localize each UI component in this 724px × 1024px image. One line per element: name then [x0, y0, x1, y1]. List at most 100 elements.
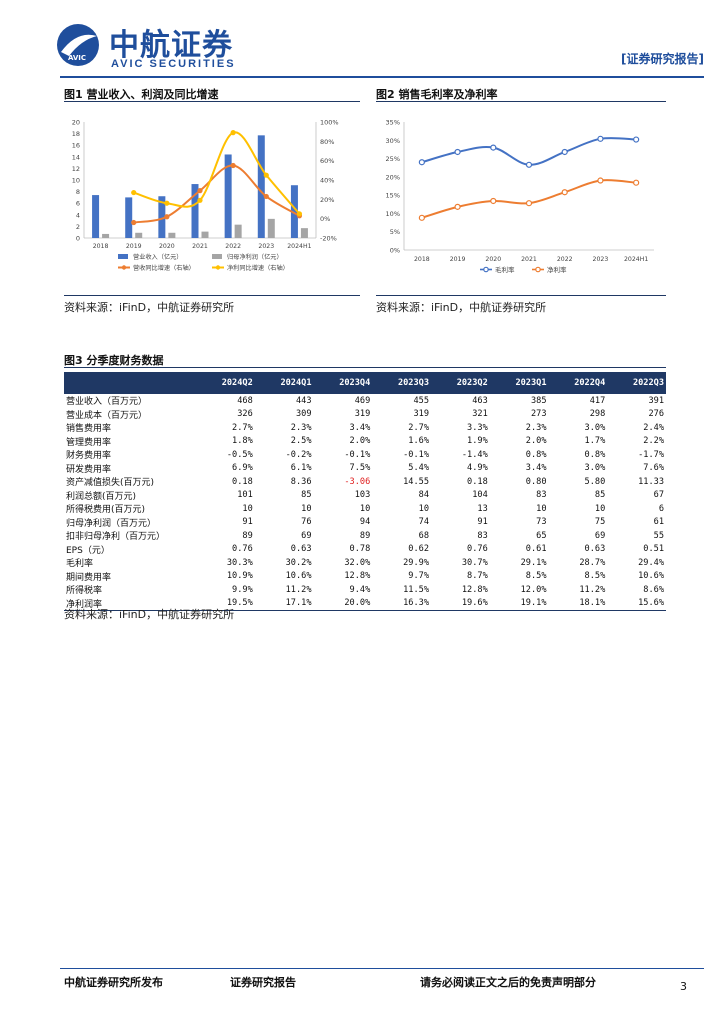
table-row-label: 营业收入（百万元）: [66, 397, 148, 408]
table-cell: 17.1%: [254, 596, 314, 611]
page-number: 3: [680, 980, 687, 993]
table-row: 销售费用率 2.7% 2.3% 3.4% 2.7% 3.3% 2.3% 3.0% 2.4%: [64, 421, 666, 435]
footer-rule: [60, 968, 704, 969]
table-cell: -0.5%: [226, 449, 253, 460]
table-cell: 83: [536, 490, 547, 501]
fig1-point: [197, 197, 203, 203]
table-cell: 2.0%: [349, 436, 371, 447]
table-row: 资产减值损失(百万元) 0.18 8.36 -3.06 14.55 0.18 0.80 5.8…: [64, 475, 666, 489]
fig3-title-rule: [64, 367, 666, 368]
fig1-y2tick-label: 80%: [320, 138, 334, 146]
table-cell: 68: [418, 530, 429, 541]
table-cell: 91: [242, 517, 253, 528]
fig1-legend-swatch: [118, 254, 128, 259]
table-cell: 0.61: [525, 544, 547, 555]
table-cell: 1.7%: [584, 436, 606, 447]
table-cell: 0.76: [467, 544, 488, 555]
logo-en: AVIC SECURITIES: [111, 58, 236, 70]
table-row-label: 资产减值损失(百万元): [66, 478, 155, 489]
table-row-label: 毛利率: [66, 559, 94, 570]
fig1-ytick-label: 6: [76, 200, 80, 208]
table-row-label: 扣非归母净利（百万元）: [66, 532, 166, 543]
table-cell: 273: [530, 409, 547, 420]
table-row: 毛利率 30.3% 30.2% 32.0% 29.9% 30.7% 29.1% 28.7% 29…: [64, 556, 666, 570]
table-cell: 12.0%: [520, 584, 547, 595]
fig2-xtick-label: 2023: [593, 256, 609, 263]
table-cell: 55: [653, 530, 664, 541]
table-row-label: 管理费用率: [66, 437, 112, 448]
table-cell: 30.2%: [285, 557, 312, 568]
table-header-row: 2024Q2 2024Q1 2023Q4 2023Q3 2023Q2 2023Q1 2022…: [64, 372, 666, 394]
table-cell: 276: [648, 409, 664, 420]
fig2-legend-marker: [535, 266, 541, 273]
fig1-y2tick-label: 100%: [320, 119, 339, 127]
table-cell: 468: [237, 395, 253, 406]
table-cell: 2.3%: [525, 422, 547, 433]
table-cell: 0.63: [584, 544, 606, 555]
table-cell: 5.80: [584, 476, 606, 487]
fig1-ytick-label: 16: [72, 142, 80, 150]
fig1-legend-marker: [215, 265, 221, 270]
table-cell: 19.6%: [431, 596, 490, 611]
table-cell: 9.9%: [232, 584, 253, 595]
table-column-header: 2024Q1: [254, 372, 314, 394]
table-cell: 94: [359, 517, 371, 528]
table-cell: 8.5%: [584, 571, 606, 582]
fig2-point: [490, 144, 497, 151]
table-cell: 10.6%: [285, 571, 312, 582]
table-cell: 103: [354, 490, 371, 501]
fig2-xtick-label: 2020: [485, 256, 501, 263]
table-cell: 30.3%: [226, 557, 253, 568]
table-cell: 32.0%: [344, 557, 371, 568]
fig1-point: [263, 193, 269, 200]
table-cell: 0.76: [232, 544, 253, 555]
table-row: EPS（元） 0.76 0.63 0.78 0.62 0.76 0.61 0.63 0.51: [64, 543, 666, 557]
fig2-point: [418, 159, 425, 166]
fig1-bar: [191, 184, 199, 238]
fig1-y2tick-label: 0%: [320, 215, 330, 223]
table-column-header: 2024Q2: [196, 372, 255, 394]
table-cell: -3.06: [344, 476, 371, 487]
fig1-legend-label: 净利同比增速（右轴）: [227, 264, 289, 272]
table-cell: 10: [242, 503, 253, 514]
fig1-point: [230, 162, 236, 169]
table-cell: 10: [359, 503, 371, 514]
table-cell: 0.51: [643, 544, 664, 555]
table-column-header: 2022Q3: [607, 372, 666, 394]
table-cell: 20.0%: [313, 596, 373, 611]
table-cell: 319: [413, 409, 429, 420]
table-cell: 19.1%: [489, 596, 549, 611]
fig1-series-line: [133, 164, 300, 224]
fig1-xtick-label: 2023: [258, 243, 274, 250]
table-cell: 463: [472, 395, 488, 406]
table-cell: 9.7%: [408, 571, 429, 582]
fig2-point: [525, 161, 533, 168]
logo-emblem-icon: AVIC: [57, 24, 99, 66]
fig2-bottom-rule: [376, 295, 666, 296]
table-cell: 1.9%: [467, 436, 488, 447]
table-cell: 8.6%: [643, 584, 664, 595]
fig1-title: 图1 营业收入、利润及同比增速: [64, 88, 219, 101]
table-cell: 0.63: [290, 544, 312, 555]
table-row-label: 研发费用率: [66, 464, 112, 475]
fig1-y2tick-label: -20%: [320, 235, 337, 243]
fig2-xtick-label: 2019: [450, 256, 466, 263]
fig2-ytick-label: 15%: [386, 192, 400, 200]
table-cell: 3.0%: [584, 422, 606, 433]
table-row: 营业成本（百万元） 326 309 319 319 321 273 298 276: [64, 408, 666, 422]
table-cell: 28.7%: [579, 557, 606, 568]
table-cell: 455: [413, 395, 429, 406]
fig2-xtick-label: 2024H1: [624, 256, 648, 263]
fig2-ytick-label: 10%: [386, 210, 400, 218]
fig1-legend-label: 归母净利润（亿元）: [227, 253, 283, 261]
fig1-source: 资料来源：iFinD，中航证券研究所: [64, 301, 235, 314]
table-cell: 0.8%: [525, 449, 547, 460]
fig1-ytick-label: 8: [76, 188, 80, 196]
fig1-xtick-label: 2021: [192, 243, 208, 250]
table-row: 期间费用率 10.9% 10.6% 12.8% 9.7% 8.7% 8.5% 8.5% 10.6…: [64, 570, 666, 584]
table-cell: 6.9%: [232, 463, 253, 474]
table-row-label: 所得税率: [66, 586, 103, 597]
table-row: 利润总额(百万元) 101 85 103 84 104 83 85 67: [64, 489, 666, 503]
table-cell: 89: [359, 530, 371, 541]
table-cell: 443: [295, 395, 312, 406]
